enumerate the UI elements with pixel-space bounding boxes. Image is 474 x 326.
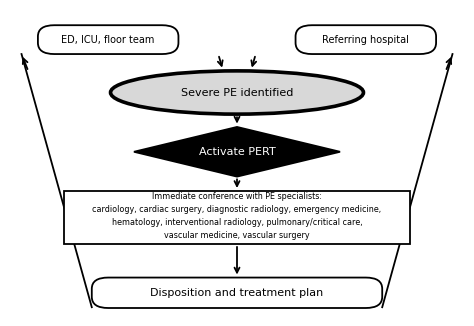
Text: Severe PE identified: Severe PE identified — [181, 87, 293, 97]
Ellipse shape — [110, 71, 364, 114]
Bar — [64, 191, 410, 244]
Text: ED, ICU, floor team: ED, ICU, floor team — [62, 35, 155, 45]
Text: Activate PERT: Activate PERT — [199, 147, 275, 157]
FancyBboxPatch shape — [296, 25, 436, 54]
Text: Referring hospital: Referring hospital — [322, 35, 409, 45]
Text: Disposition and treatment plan: Disposition and treatment plan — [150, 288, 324, 298]
FancyBboxPatch shape — [38, 25, 178, 54]
FancyBboxPatch shape — [92, 277, 382, 308]
Polygon shape — [134, 127, 340, 177]
Text: Immediate conference with PE specialists:
cardiology, cardiac surgery, diagnosti: Immediate conference with PE specialists… — [92, 192, 382, 240]
